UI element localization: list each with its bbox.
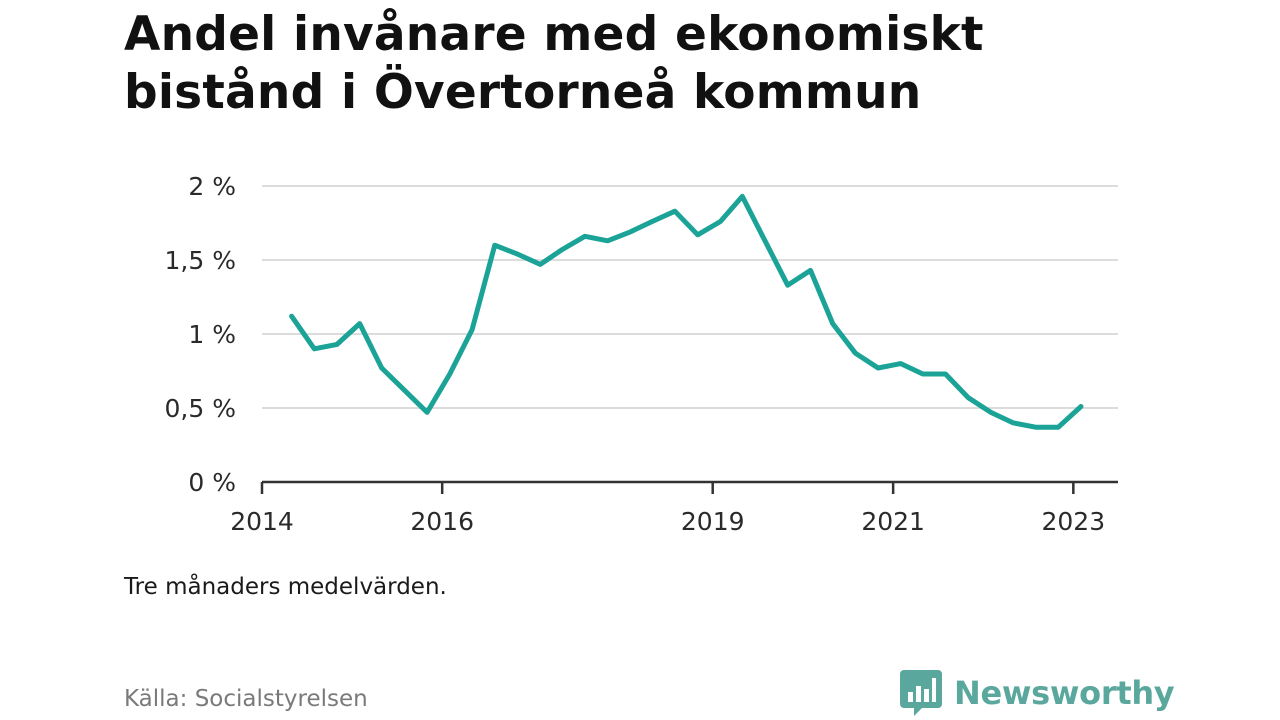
x-tick-label: 2014: [230, 507, 294, 536]
chart-title: Andel invånare med ekonomiskt bistånd i …: [124, 7, 984, 120]
y-tick-label: 0,5 %: [165, 394, 236, 423]
x-tick-label: 2019: [681, 507, 745, 536]
x-axis: [260, 480, 1118, 494]
x-tick-label: 2016: [410, 507, 474, 536]
y-tick-label: 2 %: [188, 172, 236, 201]
series-line: [289, 193, 1084, 430]
newsworthy-logo-icon: [900, 670, 942, 716]
brand-name: Newsworthy: [954, 674, 1175, 712]
y-axis-labels: 0 % 0,5 % 1 % 1,5 % 2 %: [165, 172, 236, 497]
x-axis-labels: 2014 2016 2019 2021 2023: [230, 507, 1105, 536]
y-tick-label: 1,5 %: [165, 246, 236, 275]
x-tick-label: 2023: [1042, 507, 1106, 536]
chart-note: Tre månaders medelvärden.: [124, 574, 447, 600]
x-tick-label: 2021: [861, 507, 925, 536]
y-tick-label: 0 %: [188, 468, 236, 497]
grid-lines: [262, 185, 1118, 409]
source-credit: Källa: Socialstyrelsen: [124, 686, 368, 712]
series-layer: [289, 193, 1084, 430]
y-tick-label: 1 %: [188, 320, 236, 349]
brand-logo: Newsworthy: [900, 670, 1175, 716]
